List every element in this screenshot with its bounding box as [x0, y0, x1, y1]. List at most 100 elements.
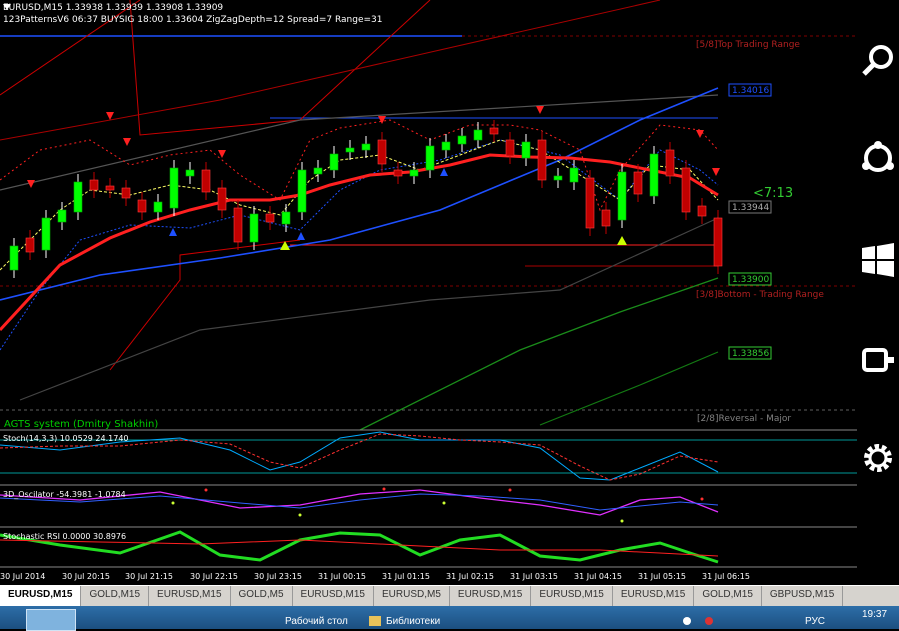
candle: [489, 127, 499, 135]
search-icon: [862, 45, 893, 76]
chart-tab[interactable]: EURUSD,M5: [374, 586, 450, 606]
candle: [601, 209, 611, 227]
symbol-header: EURUSD,M15 1.33938 1.33939 1.33908 1.339…: [3, 3, 224, 13]
candle: [377, 139, 387, 165]
candle: [361, 143, 371, 151]
candle: [393, 169, 403, 177]
candle: [665, 149, 675, 177]
bar-countdown: <7:13: [753, 186, 793, 201]
share-charm[interactable]: [857, 134, 899, 182]
candle: [329, 153, 339, 171]
time-axis-label: 30 Jul 22:15: [190, 572, 238, 581]
chart-tabs: EURUSD,M15 GOLD,M15 EURUSD,M15 GOLD,M5 EURUS…: [0, 585, 899, 606]
candle: [297, 169, 307, 213]
candle: [153, 201, 163, 213]
srsi-label: Stochastic RSI 0.0000 30.8976: [3, 532, 126, 541]
candle: [25, 237, 35, 253]
candle: [137, 199, 147, 213]
candle: [697, 205, 707, 217]
candle: [457, 135, 467, 145]
settings-icon: [864, 444, 892, 472]
candle: [217, 187, 227, 211]
time-axis-label: 31 Jul 04:15: [574, 572, 622, 581]
candle: [409, 169, 419, 177]
price-label-4: 1.33856: [732, 349, 769, 359]
chart-tab[interactable]: EURUSD,M15: [149, 586, 231, 606]
time-axis-label: 31 Jul 03:15: [510, 572, 558, 581]
devices-icon: [862, 348, 894, 372]
level-top-trading-range: [5/8]Top Trading Range: [696, 40, 800, 50]
candle: [265, 213, 275, 223]
chart-tab[interactable]: EURUSD,M15: [531, 586, 613, 606]
settings-charm[interactable]: [857, 434, 899, 482]
candle: [281, 211, 291, 225]
tray-icon[interactable]: [683, 617, 691, 625]
candle: [233, 207, 243, 243]
candle: [121, 187, 131, 199]
price-label-1: 1.34016: [732, 86, 769, 96]
candle: [617, 171, 627, 221]
candle: [473, 129, 483, 141]
osc-label: 3D_Oscilator -54.3981 -1.0784: [3, 490, 126, 499]
dropdown-triangle-icon[interactable]: [3, 4, 11, 10]
chart-tab[interactable]: GOLD,M15: [81, 586, 150, 606]
candle: [345, 147, 355, 153]
taskbar-app-button[interactable]: [26, 609, 76, 631]
chart-tab[interactable]: EURUSD,M15: [450, 586, 532, 606]
chart-tab[interactable]: EURUSD,M15: [613, 586, 695, 606]
candle: [73, 181, 83, 213]
time-axis-label: 30 Jul 21:15: [125, 572, 173, 581]
candle: [425, 145, 435, 171]
candle: [201, 169, 211, 193]
candle: [185, 169, 195, 177]
taskbar-desktop[interactable]: Рабочий стол: [285, 616, 348, 627]
candle: [89, 179, 99, 191]
time-axis-label: 31 Jul 00:15: [318, 572, 366, 581]
price-chart[interactable]: [5/8]Top Trading Range [3/8]Bottom - Tra…: [0, 0, 860, 583]
system-label: AGTS system (Dmitry Shakhin): [4, 419, 158, 430]
taskbar-clock[interactable]: 19:37: [862, 609, 888, 620]
candle: [553, 175, 563, 181]
candle: [441, 141, 451, 151]
price-label-3: 1.33900: [732, 275, 769, 285]
time-axis-label: 31 Jul 06:15: [702, 572, 750, 581]
taskbar-lang[interactable]: РУС: [805, 616, 826, 627]
chart-tab[interactable]: EURUSD,M15: [0, 586, 82, 606]
candle: [249, 213, 259, 243]
level-bottom-trading-range: [3/8]Bottom - Trading Range: [696, 290, 824, 300]
devices-charm[interactable]: [857, 336, 899, 384]
share-icon: [862, 141, 894, 172]
candle: [9, 245, 19, 271]
folder-icon: [369, 616, 381, 626]
chart-tab[interactable]: GOLD,M5: [231, 586, 293, 606]
stoch-label: Stoch(14,3,3) 10.0529 24.1740: [3, 434, 129, 443]
candle: [105, 185, 115, 191]
chart-tab[interactable]: EURUSD,M15: [293, 586, 374, 606]
candle: [521, 141, 531, 159]
start-charm[interactable]: [857, 236, 899, 284]
candle: [681, 167, 691, 213]
candle: [649, 153, 659, 197]
candle: [169, 167, 179, 209]
level-reversal-major: [2/8]Reversal - Major: [697, 414, 791, 424]
time-axis-label: 31 Jul 02:15: [446, 572, 494, 581]
price-label-2: 1.33944: [732, 203, 769, 213]
indicator-header: 123PatternsV6 06:37 BUYSIG 18:00 1.33604…: [3, 15, 383, 25]
start-icon: [862, 243, 894, 277]
candle: [713, 217, 723, 267]
taskbar-libraries[interactable]: Библиотеки: [386, 616, 441, 627]
time-axis-label: 31 Jul 05:15: [638, 572, 686, 581]
chart-tab[interactable]: GBPUSD,M15: [762, 586, 844, 606]
time-axis-label: 31 Jul 01:15: [382, 572, 430, 581]
candle: [633, 171, 643, 195]
time-axis-label: 30 Jul 23:15: [254, 572, 302, 581]
candle: [41, 217, 51, 251]
search-charm[interactable]: [857, 36, 899, 84]
candle: [585, 177, 595, 229]
candle: [57, 209, 67, 223]
taskbar: Рабочий стол Библиотеки РУС 19:37: [0, 606, 899, 631]
tray-alert-icon[interactable]: [705, 617, 713, 625]
chart-tab[interactable]: GOLD,M15: [694, 586, 762, 606]
candle: [505, 139, 515, 157]
time-axis-label: 30 Jul 2014: [0, 572, 45, 581]
